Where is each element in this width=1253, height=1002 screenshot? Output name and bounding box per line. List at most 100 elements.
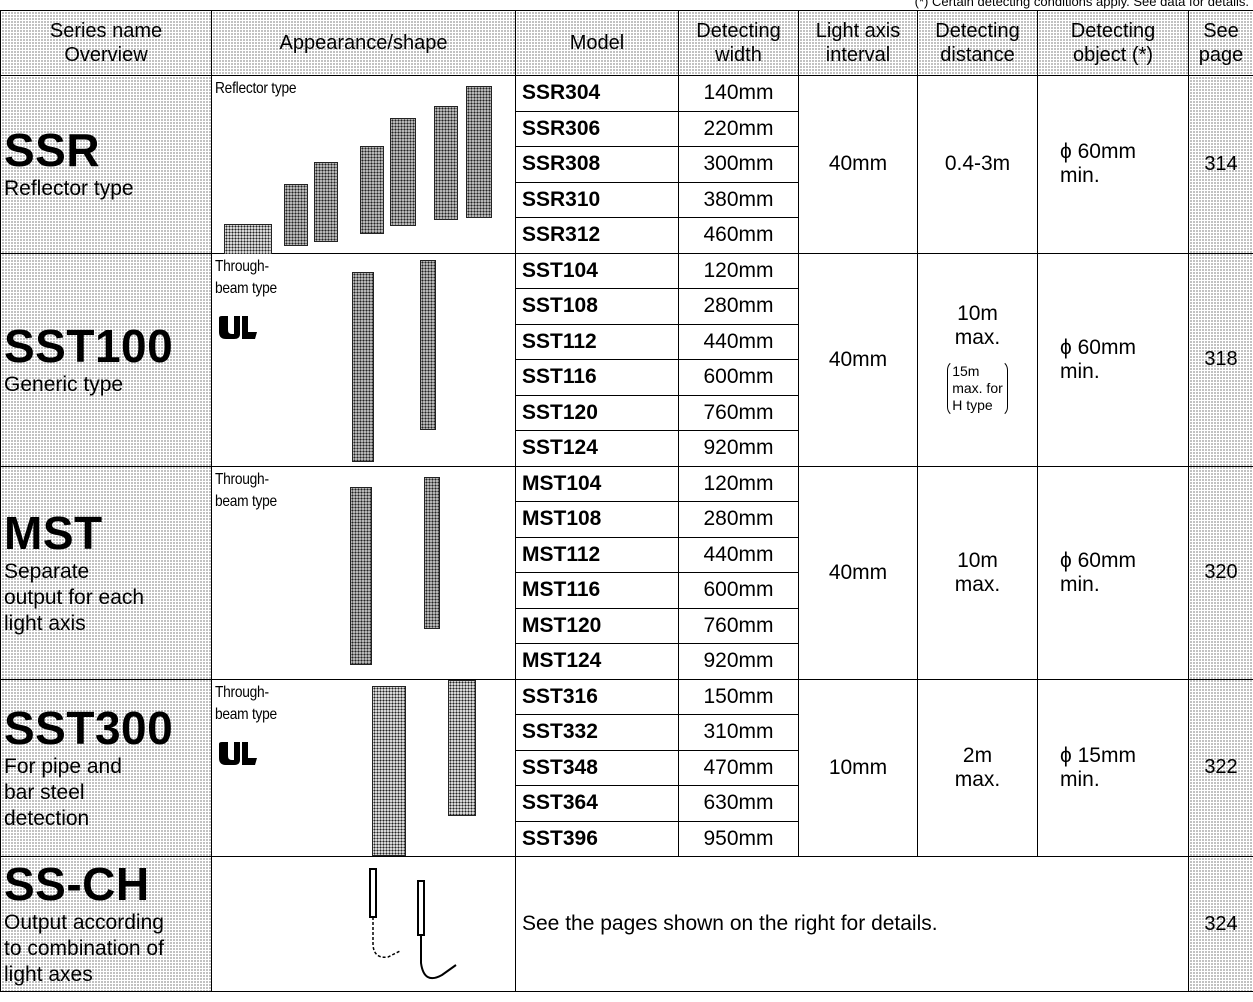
distance-cell: 2m max. — [917, 678, 1038, 857]
product-table: Series name Overview Appearance/shape Mod… — [0, 10, 1253, 992]
text-line: Through- — [215, 683, 269, 701]
width-cell: 470mm — [678, 749, 799, 786]
header-width: Detecting width — [678, 10, 799, 76]
model-cell: SSR304 — [515, 75, 679, 112]
receiver-icon — [448, 679, 476, 816]
text-line: beam type — [215, 492, 277, 510]
model-cell: SST108 — [515, 288, 679, 325]
text-line: ϕ 15mm — [1060, 743, 1136, 767]
width-cell: 920mm — [678, 643, 799, 680]
width-cell: 460mm — [678, 217, 799, 254]
series-cell: SST300 For pipe and bar steel detection — [0, 678, 212, 857]
page-cell: 318 — [1188, 252, 1253, 467]
reflector-bar-icon — [390, 118, 416, 226]
page-cell: 324 — [1188, 856, 1253, 992]
width-cell: 760mm — [678, 394, 799, 431]
table-row: MST108 280mm — [1, 501, 1253, 538]
series-overview: Separate output for each light axis — [4, 559, 211, 637]
series-name: MST — [4, 506, 103, 559]
text-line: 2m — [962, 743, 993, 767]
header-page: See page — [1188, 10, 1253, 76]
series-cell: SS-CH Output according to combination of li… — [0, 856, 212, 992]
text-line: H type — [952, 397, 993, 413]
text-line: min. — [1060, 359, 1100, 383]
text-line: max. — [954, 767, 1001, 791]
model-cell: MST124 — [515, 643, 679, 680]
model-cell: SST316 — [515, 678, 679, 715]
model-cell: SST124 — [515, 430, 679, 467]
width-cell: 440mm — [678, 323, 799, 360]
table-row: MST Separate output for each light axis Thro… — [0, 465, 1253, 680]
axis-interval-cell: 40mm — [798, 465, 918, 680]
model-cell: SST112 — [515, 323, 679, 360]
table-row: SSR306 220mm — [1, 110, 1253, 147]
reflector-bar-icon — [434, 106, 458, 220]
width-cell: 440mm — [678, 536, 799, 573]
model-cell: MST112 — [515, 536, 679, 573]
reflector-bar-icon — [314, 162, 338, 242]
text-line: detection — [4, 806, 90, 830]
appearance-cell: Through-beam type — [211, 678, 516, 857]
text-line: max. for — [952, 380, 1003, 396]
table-row: MST120 760mm — [1, 607, 1253, 644]
object-cell: ϕ 60mm min. — [1037, 465, 1189, 680]
text-line: light axes — [4, 963, 93, 986]
table-row: SSR Reflector type Reflector type SSR304 140… — [0, 75, 1253, 262]
model-cell: SSR308 — [515, 146, 679, 183]
text-line: ϕ 60mm — [1060, 335, 1136, 359]
header-row: Series name Overview Appearance/shape Mod… — [0, 10, 1253, 76]
text-line: max. — [954, 326, 1001, 349]
series-cell: SST100 Generic type — [0, 252, 212, 467]
appearance-label: Reflector type — [215, 78, 310, 100]
width-cell: 920mm — [678, 430, 799, 467]
series-name: SSR — [4, 124, 101, 177]
width-cell: 220mm — [678, 110, 799, 147]
header-appearance: Appearance/shape — [211, 10, 516, 76]
table-row: SST364 630mm — [1, 785, 1253, 822]
width-cell: 300mm — [678, 146, 799, 183]
axis-interval-cell: 10mm — [798, 678, 918, 857]
table-row: MST124 920mm — [1, 643, 1253, 680]
object-cell: ϕ 60mm min. — [1037, 252, 1189, 467]
width-cell: 280mm — [678, 501, 799, 538]
series-overview: Reflector type — [4, 176, 211, 202]
table-row: MST112 440mm — [1, 536, 1253, 573]
text-line: Output according — [4, 911, 164, 934]
width-cell: 380mm — [678, 181, 799, 218]
model-cell: SST364 — [515, 785, 679, 822]
text-line: 10m — [957, 548, 998, 572]
text-line: min. — [1060, 572, 1100, 596]
width-cell: 120mm — [678, 465, 799, 502]
appearance-cell: Reflector type — [211, 75, 516, 262]
page-cell: 320 — [1188, 465, 1253, 680]
width-cell: 950mm — [678, 820, 799, 857]
see-pages-note: See the pages shown on the right for det… — [515, 856, 1189, 992]
text-line: beam type — [215, 705, 277, 723]
series-overview: For pipe and bar steel detection — [4, 754, 211, 832]
text-line: Reflector type — [4, 177, 134, 201]
model-cell: SST104 — [515, 252, 679, 289]
model-cell: SST120 — [515, 394, 679, 431]
table-row: SS-CH Output according to combination of li… — [0, 856, 1253, 992]
page-cell: 322 — [1188, 678, 1253, 857]
reflector-bar-icon — [466, 86, 492, 218]
appearance-cell — [211, 856, 516, 992]
width-cell: 760mm — [678, 607, 799, 644]
table-row: SSR308 300mm — [1, 146, 1253, 183]
model-cell: SSR310 — [515, 181, 679, 218]
text-line: ϕ 60mm — [1060, 140, 1136, 164]
width-cell: 120mm — [678, 252, 799, 289]
reflector-bar-icon — [360, 146, 384, 234]
footnote: (*) Certain detecting conditions apply. … — [914, 0, 1249, 9]
appearance-label: Through-beam type — [215, 256, 310, 300]
table-row: SSR312 460mm — [1, 217, 1253, 254]
table-row: SST120 760mm — [1, 394, 1253, 431]
table-row: SST396 950mm — [1, 820, 1253, 857]
text-line: output for each — [4, 585, 145, 609]
emitter-icon — [352, 271, 374, 462]
text-line: min. — [1060, 767, 1100, 791]
model-cell: MST120 — [515, 607, 679, 644]
text-line: max. — [954, 572, 1001, 596]
axis-interval-cell: 40mm — [798, 252, 918, 467]
model-cell: SST332 — [515, 714, 679, 751]
